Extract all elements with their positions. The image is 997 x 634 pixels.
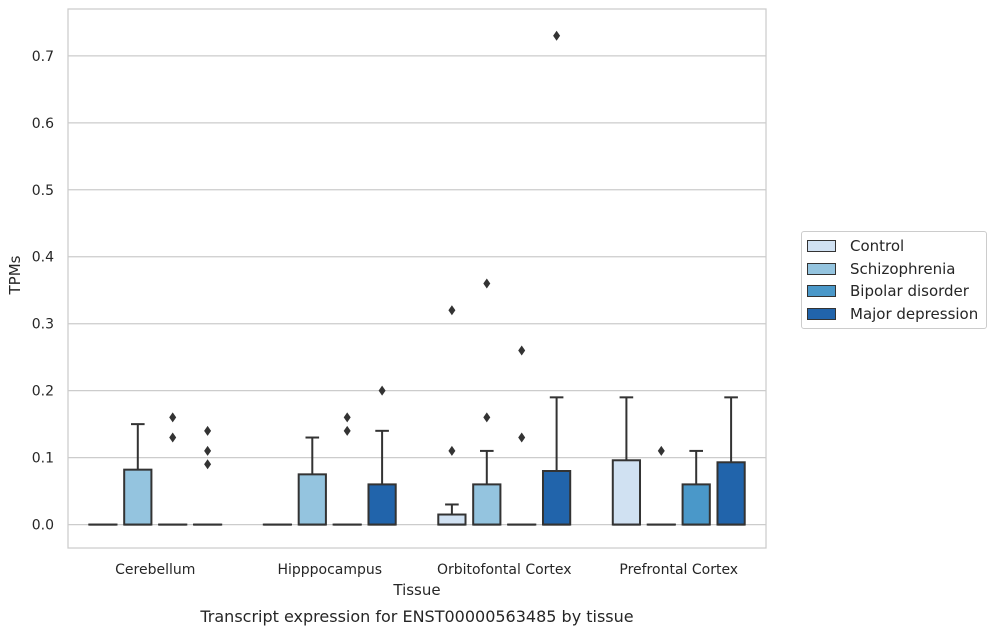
x-tick-labels: Cerebellum Hipppocampus Orbitofontal Corte… bbox=[115, 562, 738, 578]
outlier-point bbox=[204, 425, 212, 436]
gridlines bbox=[68, 55, 766, 526]
legend-label: Control bbox=[850, 237, 905, 256]
outlier-point bbox=[448, 305, 456, 316]
y-tick-label: 0.6 bbox=[32, 116, 54, 132]
x-axis-title: Tissue bbox=[392, 581, 440, 599]
outlier-point bbox=[343, 425, 351, 436]
box-body bbox=[472, 483, 502, 526]
outlier-point bbox=[448, 445, 456, 456]
x-tick-label: Hipppocampus bbox=[277, 562, 382, 578]
x-tick-label: Cerebellum bbox=[115, 562, 195, 578]
y-tick-label: 0.7 bbox=[32, 49, 54, 65]
y-tick-label: 0.1 bbox=[32, 451, 54, 467]
box-body bbox=[123, 468, 153, 526]
outlier-point bbox=[553, 30, 561, 41]
plot-frame bbox=[67, 8, 767, 549]
box-body bbox=[611, 459, 642, 526]
legend-item: Schizophrenia bbox=[807, 258, 986, 281]
x-tick-label: Prefrontal Cortex bbox=[619, 562, 738, 578]
legend-label: Schizophrenia bbox=[850, 259, 956, 278]
box-body bbox=[541, 470, 572, 526]
box-body bbox=[367, 483, 397, 526]
outlier-point bbox=[657, 445, 665, 456]
legend-item: Bipolar disorder bbox=[807, 280, 986, 303]
outlier-point bbox=[483, 278, 491, 289]
outlier-point bbox=[343, 412, 351, 423]
box-3-0 bbox=[611, 396, 642, 526]
box-1-1 bbox=[297, 436, 327, 526]
x-tick-label: Orbitofontal Cortex bbox=[437, 562, 572, 578]
outlier-point bbox=[169, 432, 177, 443]
y-tick-label: 0.2 bbox=[32, 384, 54, 400]
legend-label: Major depression bbox=[850, 304, 979, 323]
outlier-point bbox=[204, 459, 212, 470]
box-body bbox=[297, 473, 327, 526]
box-1-3 bbox=[367, 385, 397, 526]
box-0-1 bbox=[123, 423, 153, 526]
box-2-3 bbox=[541, 30, 572, 526]
y-tick-label: 0.3 bbox=[32, 317, 54, 333]
legend-label: Bipolar disorder bbox=[850, 282, 969, 301]
outlier-point bbox=[518, 432, 526, 443]
box-body bbox=[437, 513, 467, 526]
box-body bbox=[681, 483, 711, 526]
y-tick-label: 0.4 bbox=[32, 250, 54, 266]
box-3-2 bbox=[681, 449, 711, 526]
outlier-point bbox=[518, 345, 526, 356]
y-tick-labels: 0.0 0.1 0.2 0.3 0.4 0.5 0.6 0.7 bbox=[32, 49, 54, 534]
legend-item: Control bbox=[807, 235, 986, 258]
box-1-2 bbox=[332, 412, 362, 526]
outlier-point bbox=[483, 412, 491, 423]
outlier-point bbox=[169, 412, 177, 423]
y-tick-label: 0.5 bbox=[32, 183, 54, 199]
box-2-0 bbox=[437, 305, 467, 526]
legend-swatch bbox=[807, 285, 836, 298]
box-2-1 bbox=[472, 278, 502, 526]
outlier-point bbox=[204, 445, 212, 456]
box-marks bbox=[88, 30, 746, 526]
y-axis-title: TPMs bbox=[6, 255, 24, 295]
box-0-2 bbox=[158, 412, 188, 526]
chart-caption: Transcript expression for ENST0000056348… bbox=[199, 607, 633, 626]
y-tick-label: 0.0 bbox=[32, 518, 54, 534]
box-2-2 bbox=[507, 345, 537, 526]
legend: Control Schizophrenia Bipolar disorder Majo… bbox=[801, 231, 987, 329]
outlier-point bbox=[378, 385, 386, 396]
legend-swatch bbox=[807, 307, 836, 320]
legend-item: Major depression bbox=[807, 303, 986, 326]
legend-swatch bbox=[807, 240, 836, 253]
box-3-1 bbox=[646, 445, 676, 526]
box-body bbox=[716, 461, 746, 526]
legend-swatch bbox=[807, 262, 836, 275]
box-0-3 bbox=[192, 425, 223, 526]
box-3-3 bbox=[716, 396, 746, 526]
